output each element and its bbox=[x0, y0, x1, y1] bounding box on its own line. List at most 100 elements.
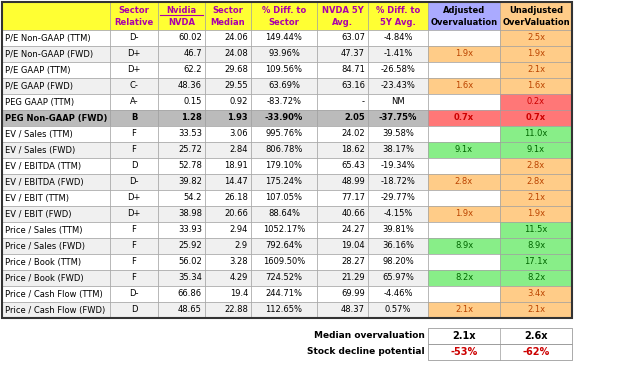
Bar bbox=[251, 206, 317, 222]
Bar bbox=[110, 190, 158, 206]
Bar bbox=[500, 270, 572, 286]
Text: 24.08: 24.08 bbox=[224, 49, 248, 58]
Bar bbox=[500, 343, 572, 360]
Text: Sector: Sector bbox=[212, 6, 243, 15]
Bar bbox=[158, 62, 205, 78]
Bar bbox=[500, 62, 572, 78]
Text: 38.98: 38.98 bbox=[178, 210, 202, 219]
Bar bbox=[317, 190, 368, 206]
Text: 792.64%: 792.64% bbox=[266, 242, 303, 250]
Bar bbox=[251, 254, 317, 270]
Bar bbox=[368, 94, 428, 110]
Bar bbox=[2, 190, 110, 206]
Text: D: D bbox=[131, 305, 137, 314]
Bar bbox=[368, 126, 428, 142]
Bar bbox=[110, 30, 158, 46]
Text: 65.43: 65.43 bbox=[341, 161, 365, 170]
Bar bbox=[158, 110, 205, 126]
Bar bbox=[317, 62, 368, 78]
Bar bbox=[110, 302, 158, 318]
Text: P/E GAAP (FWD): P/E GAAP (FWD) bbox=[5, 81, 73, 90]
Text: 1.9x: 1.9x bbox=[455, 49, 473, 58]
Bar bbox=[205, 174, 251, 190]
Bar bbox=[205, 110, 251, 126]
Bar bbox=[317, 302, 368, 318]
Text: F: F bbox=[132, 146, 136, 155]
Bar bbox=[110, 142, 158, 158]
Bar bbox=[2, 46, 110, 62]
Text: C-: C- bbox=[129, 81, 138, 90]
Text: -4.46%: -4.46% bbox=[383, 290, 413, 299]
Text: 995.76%: 995.76% bbox=[266, 130, 303, 138]
Text: 33.93: 33.93 bbox=[178, 225, 202, 234]
Text: 63.07: 63.07 bbox=[341, 34, 365, 43]
Text: 98.20%: 98.20% bbox=[382, 257, 414, 267]
Text: 3.06: 3.06 bbox=[229, 130, 248, 138]
Text: F: F bbox=[132, 257, 136, 267]
Text: 48.37: 48.37 bbox=[341, 305, 365, 314]
Text: 0.7x: 0.7x bbox=[454, 113, 474, 123]
Bar bbox=[158, 2, 205, 30]
Bar bbox=[158, 78, 205, 94]
Bar bbox=[205, 142, 251, 158]
Bar bbox=[205, 270, 251, 286]
Text: 35.34: 35.34 bbox=[178, 273, 202, 282]
Bar bbox=[428, 110, 500, 126]
Text: EV / Sales (FWD): EV / Sales (FWD) bbox=[5, 146, 76, 155]
Text: F: F bbox=[132, 273, 136, 282]
Bar bbox=[368, 174, 428, 190]
Text: 3.28: 3.28 bbox=[229, 257, 248, 267]
Bar bbox=[500, 78, 572, 94]
Text: 62.2: 62.2 bbox=[184, 66, 202, 75]
Bar bbox=[110, 46, 158, 62]
Bar bbox=[317, 238, 368, 254]
Text: 2.1x: 2.1x bbox=[455, 305, 473, 314]
Bar bbox=[158, 270, 205, 286]
Text: P/E Non-GAAP (TTM): P/E Non-GAAP (TTM) bbox=[5, 34, 91, 43]
Bar bbox=[317, 254, 368, 270]
Text: 84.71: 84.71 bbox=[341, 66, 365, 75]
Text: -37.75%: -37.75% bbox=[379, 113, 417, 123]
Text: 24.02: 24.02 bbox=[341, 130, 365, 138]
Text: 39.81%: 39.81% bbox=[382, 225, 414, 234]
Text: D-: D- bbox=[129, 290, 139, 299]
Text: -4.84%: -4.84% bbox=[383, 34, 413, 43]
Text: -26.58%: -26.58% bbox=[381, 66, 415, 75]
Bar bbox=[158, 238, 205, 254]
Bar bbox=[110, 206, 158, 222]
Bar bbox=[251, 30, 317, 46]
Bar bbox=[368, 286, 428, 302]
Bar bbox=[110, 126, 158, 142]
Text: 25.72: 25.72 bbox=[179, 146, 202, 155]
Bar bbox=[158, 302, 205, 318]
Text: PEG GAAP (TTM): PEG GAAP (TTM) bbox=[5, 98, 74, 106]
Bar bbox=[317, 30, 368, 46]
Text: Unadjusted: Unadjusted bbox=[509, 6, 563, 15]
Text: Median: Median bbox=[211, 18, 245, 27]
Bar bbox=[205, 94, 251, 110]
Text: -4.15%: -4.15% bbox=[383, 210, 413, 219]
Text: 93.96%: 93.96% bbox=[268, 49, 300, 58]
Text: 56.02: 56.02 bbox=[179, 257, 202, 267]
Text: 724.52%: 724.52% bbox=[266, 273, 303, 282]
Bar bbox=[500, 254, 572, 270]
Text: 244.71%: 244.71% bbox=[266, 290, 303, 299]
Bar bbox=[110, 158, 158, 174]
Bar bbox=[158, 94, 205, 110]
Text: 39.82: 39.82 bbox=[178, 178, 202, 187]
Bar bbox=[500, 174, 572, 190]
Bar bbox=[110, 78, 158, 94]
Bar bbox=[428, 343, 572, 360]
Bar bbox=[368, 46, 428, 62]
Bar bbox=[2, 142, 110, 158]
Bar bbox=[2, 174, 110, 190]
Text: Avg.: Avg. bbox=[332, 18, 353, 27]
Bar bbox=[158, 142, 205, 158]
Text: 2.8x: 2.8x bbox=[527, 178, 545, 187]
Bar bbox=[428, 328, 572, 343]
Bar bbox=[251, 270, 317, 286]
Text: 48.65: 48.65 bbox=[178, 305, 202, 314]
Bar bbox=[110, 174, 158, 190]
Text: 29.68: 29.68 bbox=[224, 66, 248, 75]
Text: 179.10%: 179.10% bbox=[266, 161, 303, 170]
